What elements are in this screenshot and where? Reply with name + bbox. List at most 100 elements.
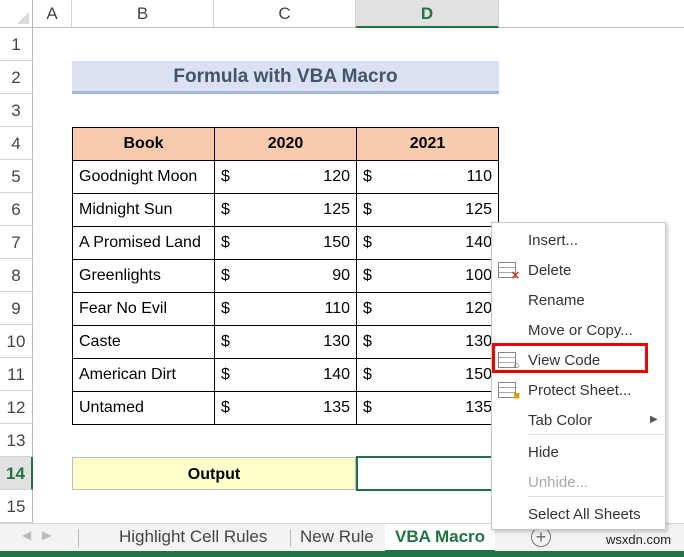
status-bar-line (0, 551, 684, 557)
value-cell-2021[interactable]: $130 (356, 325, 499, 359)
delete-sheet-icon: ✕ (498, 262, 520, 282)
row-header-5[interactable]: 5 (0, 160, 33, 193)
amount: 100 (465, 267, 492, 284)
currency-symbol: $ (221, 267, 230, 284)
row-header-4[interactable]: 4 (0, 127, 33, 160)
menu-item-rename[interactable]: Rename (528, 292, 585, 309)
value-cell-2021[interactable]: $150 (356, 358, 499, 392)
menu-item-delete[interactable]: Delete (528, 262, 572, 279)
sheet-context-menu: Insert... Delete ✕ Rename Move or Copy... Vie… (491, 222, 666, 530)
view-code-icon: ○ (498, 352, 520, 372)
currency-symbol: $ (221, 234, 230, 251)
book-cell[interactable]: A Promised Land (72, 226, 215, 260)
scroll-right-icon[interactable]: ▶ (42, 528, 52, 542)
row-header-1[interactable]: 1 (0, 28, 33, 61)
currency-symbol: $ (363, 300, 372, 317)
amount: 90 (332, 267, 350, 284)
currency-symbol: $ (363, 333, 372, 350)
row-header-14[interactable]: 14 (0, 457, 33, 490)
tab-highlight-cell-rules[interactable]: Highlight Cell Rules (119, 527, 268, 546)
menu-item-insert[interactable]: Insert... (528, 232, 579, 249)
tab-vba-macro[interactable]: VBA Macro (385, 524, 496, 552)
row-header-6[interactable]: 6 (0, 193, 33, 226)
table-row: Goodnight Moon $120 $110 (72, 160, 499, 194)
value-cell-2020[interactable]: $125 (214, 193, 357, 227)
scroll-left-icon[interactable]: ◀ (22, 528, 32, 542)
column-header-d[interactable]: D (356, 0, 499, 28)
select-all-corner[interactable] (0, 0, 33, 28)
output-label: Output (72, 457, 356, 490)
row-header-11[interactable]: 11 (0, 358, 33, 391)
amount: 135 (465, 399, 492, 416)
currency-symbol: $ (363, 267, 372, 284)
amount: 135 (323, 399, 350, 416)
amount: 140 (323, 366, 350, 383)
protect-sheet-icon: ■ (498, 382, 520, 402)
currency-symbol: $ (221, 168, 230, 185)
book-cell[interactable]: Fear No Evil (72, 292, 215, 326)
value-cell-2021[interactable]: $140 (356, 226, 499, 260)
amount: 120 (323, 168, 350, 185)
value-cell-2021[interactable]: $100 (356, 259, 499, 293)
value-cell-2021[interactable]: $125 (356, 193, 499, 227)
value-cell-2021[interactable]: $110 (356, 160, 499, 194)
menu-item-unhide[interactable]: Unhide... (528, 474, 589, 491)
table-row: Untamed $135 $135 (72, 391, 499, 425)
currency-symbol: $ (363, 168, 372, 185)
add-sheet-icon[interactable]: + (531, 527, 551, 547)
row-header-12[interactable]: 12 (0, 391, 33, 424)
amount: 130 (323, 333, 350, 350)
value-cell-2020[interactable]: $150 (214, 226, 357, 260)
row-header-10[interactable]: 10 (0, 325, 33, 358)
row-header-8[interactable]: 8 (0, 259, 33, 292)
menu-separator (528, 434, 664, 435)
column-header-b[interactable]: B (72, 0, 214, 28)
currency-symbol: $ (221, 201, 230, 218)
value-cell-2020[interactable]: $135 (214, 391, 357, 425)
value-cell-2020[interactable]: $120 (214, 160, 357, 194)
amount: 130 (465, 333, 492, 350)
value-cell-2020[interactable]: $110 (214, 292, 357, 326)
tab-new-rule[interactable]: New Rule (300, 527, 374, 546)
row-header-2[interactable]: 2 (0, 61, 33, 94)
book-cell[interactable]: Greenlights (72, 259, 215, 293)
book-table: Book 2020 2021 Goodnight Moon $120 $110 Mid… (72, 127, 499, 425)
value-cell-2020[interactable]: $130 (214, 325, 357, 359)
column-header-empty (499, 0, 684, 28)
view-code-highlight-box (492, 343, 648, 373)
row-header-15[interactable]: 15 (0, 490, 33, 523)
row-header-13[interactable]: 13 (0, 424, 33, 457)
value-cell-2020[interactable]: $90 (214, 259, 357, 293)
table-row: Greenlights $90 $100 (72, 259, 499, 293)
column-header-c[interactable]: C (214, 0, 356, 28)
book-cell[interactable]: Goodnight Moon (72, 160, 215, 194)
watermark: wsxdn.com (606, 532, 672, 547)
output-cell-selected[interactable] (356, 456, 501, 491)
amount: 150 (465, 366, 492, 383)
menu-item-hide[interactable]: Hide (528, 444, 559, 461)
currency-symbol: $ (363, 201, 372, 218)
amount: 110 (466, 168, 492, 185)
column-header-a[interactable]: A (33, 0, 72, 28)
book-cell[interactable]: Caste (72, 325, 215, 359)
currency-symbol: $ (363, 366, 372, 383)
table-row: Fear No Evil $110 $120 (72, 292, 499, 326)
row-header-9[interactable]: 9 (0, 292, 33, 325)
menu-item-select-all-sheets[interactable]: Select All Sheets (528, 506, 641, 523)
book-cell[interactable]: American Dirt (72, 358, 215, 392)
currency-symbol: $ (363, 399, 372, 416)
book-cell[interactable]: Untamed (72, 391, 215, 425)
row-header-7[interactable]: 7 (0, 226, 33, 259)
amount: 140 (465, 234, 492, 251)
menu-item-view-code[interactable]: View Code (528, 352, 601, 369)
value-cell-2020[interactable]: $140 (214, 358, 357, 392)
menu-item-protect-sheet[interactable]: Protect Sheet... (528, 382, 632, 399)
header-2020: 2020 (214, 127, 357, 161)
menu-item-tab-color[interactable]: Tab Color (528, 412, 593, 429)
book-cell[interactable]: Midnight Sun (72, 193, 215, 227)
value-cell-2021[interactable]: $135 (356, 391, 499, 425)
amount: 150 (323, 234, 350, 251)
value-cell-2021[interactable]: $120 (356, 292, 499, 326)
row-header-3[interactable]: 3 (0, 94, 33, 127)
menu-item-move-or-copy[interactable]: Move or Copy... (528, 322, 633, 339)
